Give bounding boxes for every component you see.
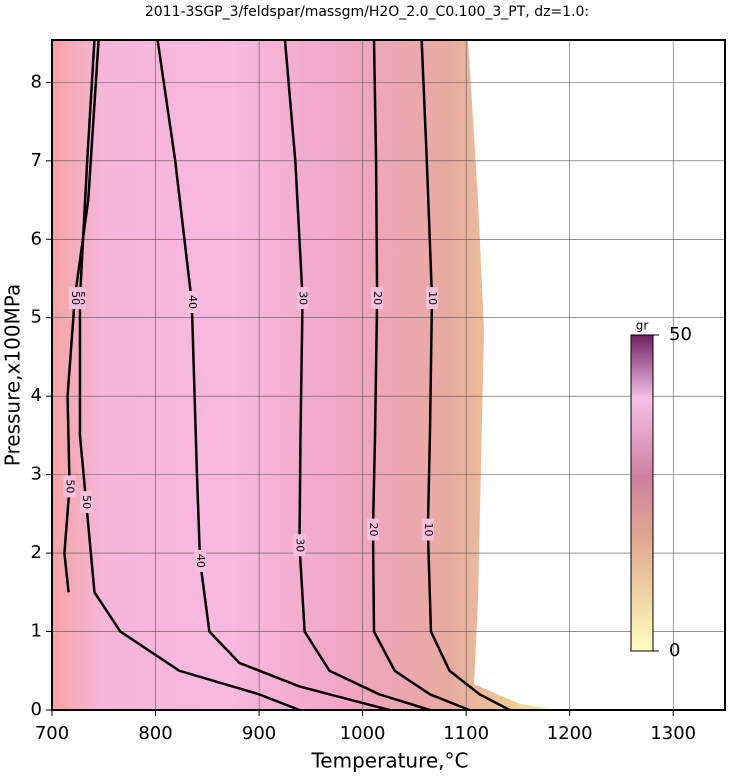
colorbar-label: gr: [636, 319, 649, 333]
contour-label: 10: [426, 291, 439, 305]
colorbar: [630, 334, 654, 652]
y-tick-label: 3: [31, 464, 42, 485]
x-tick-label: 1000: [340, 723, 386, 744]
x-tick-label: 700: [35, 723, 69, 744]
contour-label-bg: [194, 549, 207, 572]
contour-label-bg: [185, 291, 198, 314]
x-tick-label: 900: [242, 723, 276, 744]
filled-region: [52, 40, 560, 710]
y-tick-label: 6: [31, 228, 42, 249]
contour-label: 40: [186, 295, 199, 309]
y-axis-label: Pressure,x100MPa: [1, 284, 25, 466]
x-tick-label: 1300: [650, 723, 696, 744]
contours: 101020203030404050505050: [63, 39, 511, 712]
x-axis-label: Temperature,°C: [310, 749, 468, 773]
y-tick-label: 0: [31, 699, 42, 720]
contour-label: 50: [64, 479, 77, 493]
x-tick-label: 1100: [443, 723, 489, 744]
y-tick-label: 5: [31, 307, 42, 328]
contour-label: 30: [297, 291, 310, 305]
colorbar-tick-label: 50: [669, 324, 692, 345]
contour-label-bg: [371, 287, 384, 310]
contour-label-bg: [366, 518, 379, 541]
contour-label: 30: [293, 538, 306, 552]
y-tick-label: 4: [31, 385, 42, 406]
contour-label-bg: [68, 287, 81, 310]
contour-label-bg: [80, 491, 93, 514]
y-tick-label: 7: [31, 150, 42, 171]
plot-frame: [51, 39, 726, 711]
grid: [51, 40, 725, 711]
contour-label-bg: [63, 475, 76, 498]
contour-label: 20: [371, 291, 384, 305]
y-tick-label: 2: [31, 542, 42, 563]
contour-label: 20: [367, 523, 380, 537]
contour-line: [156, 39, 390, 712]
contour-label-bg: [425, 287, 438, 310]
contour-label-bg: [293, 534, 306, 557]
contour-label: 10: [422, 523, 435, 537]
contour-label-bg: [296, 287, 309, 310]
x-tick-label: 1200: [547, 723, 593, 744]
x-tick-label: 800: [138, 723, 172, 744]
colorbar-tick-label: 0: [669, 640, 680, 661]
contour-label: 50: [80, 495, 93, 509]
contour-label: 40: [194, 554, 207, 568]
y-tick-label: 1: [31, 621, 42, 642]
contour-label-bg: [421, 518, 434, 541]
contour-line: [63, 39, 100, 593]
y-tick-label: 8: [31, 71, 42, 92]
chart-title: 2011-3SGP_3/feldspar/massgm/H2O_2.0_C0.1…: [145, 4, 589, 20]
contour-label: 50: [69, 291, 82, 305]
